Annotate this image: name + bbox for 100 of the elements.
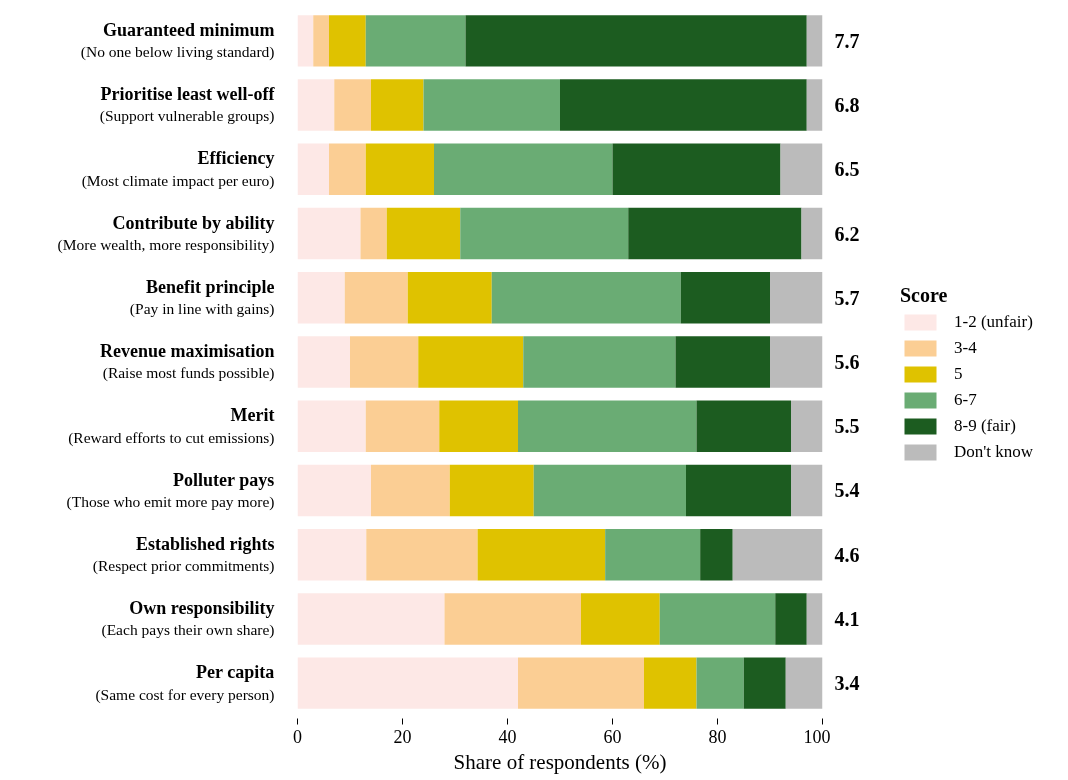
bar	[297, 15, 314, 67]
bar	[612, 143, 781, 195]
bar	[806, 15, 823, 67]
bar	[297, 336, 350, 388]
x-tick-label: 40	[498, 726, 517, 747]
bar	[743, 657, 786, 709]
bar	[791, 464, 823, 517]
text: 4.1	[834, 607, 860, 630]
bar	[775, 593, 807, 645]
bar	[297, 400, 366, 452]
bar	[365, 143, 434, 195]
bar	[477, 529, 606, 581]
bar	[297, 143, 329, 195]
bar	[801, 207, 823, 260]
bar	[297, 657, 518, 709]
text: 7.7	[834, 29, 860, 52]
bar	[297, 593, 445, 645]
bar	[334, 79, 371, 131]
bar	[581, 593, 660, 645]
bar	[806, 593, 823, 645]
x-axis-title: Share of respondents (%)	[453, 749, 667, 774]
bar	[460, 207, 629, 260]
bar	[360, 207, 387, 260]
bar	[518, 657, 644, 709]
bar	[791, 400, 823, 452]
category-label: Guaranteed minimum (No one below living standard)	[80, 19, 275, 61]
bar	[806, 79, 823, 131]
legend-label: 3-4	[954, 338, 977, 358]
bar	[560, 79, 807, 131]
x-tick-label: 20	[393, 726, 412, 747]
bar	[423, 79, 560, 131]
text: 4.6	[834, 543, 860, 566]
bar	[732, 529, 823, 581]
bar	[605, 529, 701, 581]
x-tick-label: 100	[803, 726, 831, 747]
bar	[350, 336, 419, 388]
bar	[465, 15, 807, 67]
bar	[444, 593, 581, 645]
bar	[434, 143, 613, 195]
bar	[770, 272, 823, 324]
category-label: Benefit principle (Pay in line with gains)	[129, 276, 275, 318]
bar	[313, 15, 329, 67]
category-label: Established rights (Respect prior commitments)	[92, 533, 275, 575]
bar	[696, 400, 791, 452]
bar	[644, 657, 697, 709]
legend-label: 8-9 (fair)	[954, 416, 1016, 436]
category-label: Contribute by ability (More wealth, more responsibility)	[57, 212, 275, 253]
bar	[533, 464, 686, 517]
legend-label: Don't know	[954, 442, 1034, 462]
bar	[439, 400, 518, 452]
bar	[449, 464, 534, 517]
bar	[628, 207, 802, 260]
bar	[675, 336, 770, 388]
category-label: Revenue maximisation (Raise most funds possible)	[100, 341, 275, 382]
bar	[365, 15, 466, 67]
bar	[686, 464, 791, 517]
legend-label: 6-7	[954, 390, 977, 410]
bar	[386, 207, 461, 260]
category-label: Per capita (Same cost for every person)	[95, 662, 275, 703]
bar	[344, 272, 408, 324]
bar	[696, 657, 744, 709]
text: 6.5	[834, 158, 860, 181]
bar	[297, 464, 371, 517]
legend-label: 1-2 (unfair)	[954, 312, 1033, 332]
bar	[780, 143, 823, 195]
text: 5.7	[834, 286, 860, 309]
text: 5.5	[834, 415, 860, 438]
legend-title: Score	[900, 284, 949, 307]
bar	[770, 336, 823, 388]
bar	[371, 79, 424, 131]
x-tick-label: 60	[603, 726, 622, 747]
bar	[297, 529, 367, 581]
category-label: Own responsibility (Each pays their own share)	[101, 598, 275, 639]
bar	[297, 207, 361, 260]
bar	[297, 79, 335, 131]
bar	[366, 529, 478, 581]
category-label: Polluter pays (Those who emit more pay more)	[66, 469, 275, 510]
bar	[407, 272, 492, 324]
text: 3.4	[834, 672, 860, 695]
bar	[297, 272, 345, 324]
category-label: Merit (Reward efforts to cut emissions)	[68, 405, 275, 446]
text: 5.6	[834, 351, 860, 373]
text: 6.8	[834, 94, 860, 117]
text: 6.2	[834, 222, 860, 245]
category-label: Prioritise least well-off (Support vulnerable groups)	[99, 84, 275, 125]
bar	[785, 657, 823, 709]
bar	[418, 336, 524, 388]
bar	[523, 336, 676, 388]
bar	[371, 464, 450, 517]
bar	[700, 529, 733, 581]
category-label: Efficiency (Most climate impact per euro)	[81, 148, 275, 189]
text: 5.4	[834, 479, 860, 502]
bar	[329, 15, 366, 67]
x-tick-label: 80	[708, 726, 727, 747]
legend-label: 5	[954, 364, 964, 384]
bar	[491, 272, 681, 324]
x-tick-label: 0	[293, 726, 302, 747]
bar	[680, 272, 770, 324]
bar	[365, 400, 440, 452]
bar	[329, 143, 366, 195]
